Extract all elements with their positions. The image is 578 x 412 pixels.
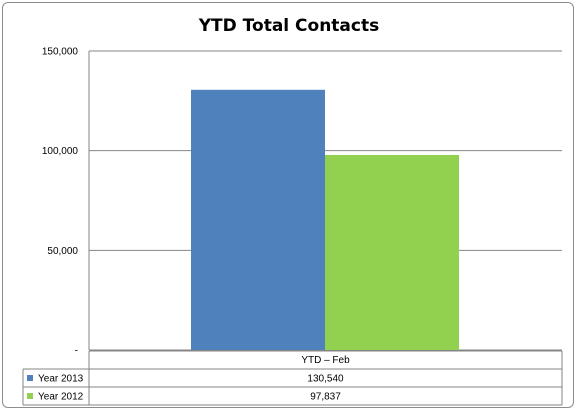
bar-year-2012 (325, 154, 459, 350)
legend-label: Year 2013 (38, 374, 84, 385)
chart-title: YTD Total Contacts (198, 16, 380, 36)
legend-label: Year 2012 (38, 392, 84, 403)
y-tick-label: 50,000 (47, 246, 78, 257)
category-label: YTD – Feb (301, 355, 350, 366)
data-value-label: 130,540 (307, 374, 344, 385)
legend-swatch (27, 393, 33, 399)
data-value-label: 97,837 (310, 392, 341, 403)
legend-swatch (27, 375, 33, 381)
y-tick-label: 150,000 (42, 47, 79, 58)
y-tick-label: - (75, 346, 78, 357)
y-tick-label: 100,000 (42, 146, 79, 157)
bar-year-2013 (191, 89, 325, 350)
